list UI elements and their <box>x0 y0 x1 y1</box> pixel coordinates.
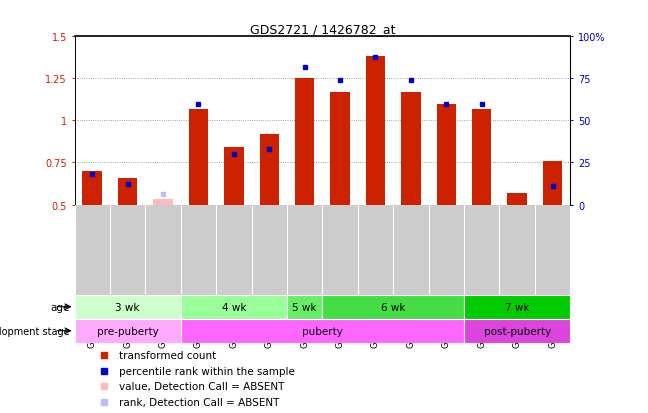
Bar <box>507 193 527 205</box>
Bar <box>322 295 464 319</box>
Bar <box>260 135 279 205</box>
Text: 3 wk: 3 wk <box>115 302 140 312</box>
Text: 6 wk: 6 wk <box>381 302 406 312</box>
Bar <box>118 178 137 205</box>
Text: development stage: development stage <box>0 326 69 336</box>
Text: pre-puberty: pre-puberty <box>97 326 159 336</box>
Text: 7 wk: 7 wk <box>505 302 529 312</box>
Bar <box>181 319 464 343</box>
Text: transformed count: transformed count <box>119 350 216 360</box>
Bar <box>330 93 350 205</box>
Bar <box>543 161 562 205</box>
Bar <box>437 104 456 205</box>
Bar <box>189 109 208 205</box>
Bar <box>154 199 173 205</box>
Bar <box>82 171 102 205</box>
Text: 4 wk: 4 wk <box>222 302 246 312</box>
Text: value, Detection Call = ABSENT: value, Detection Call = ABSENT <box>119 382 284 392</box>
Text: puberty: puberty <box>302 326 343 336</box>
Text: percentile rank within the sample: percentile rank within the sample <box>119 366 295 375</box>
Bar <box>295 79 314 205</box>
Bar <box>365 57 385 205</box>
Text: rank, Detection Call = ABSENT: rank, Detection Call = ABSENT <box>119 397 279 407</box>
Bar <box>224 148 244 205</box>
Bar <box>401 93 421 205</box>
Bar <box>75 319 181 343</box>
Bar <box>181 295 287 319</box>
Title: GDS2721 / 1426782_at: GDS2721 / 1426782_at <box>249 23 395 36</box>
Bar <box>287 295 322 319</box>
Text: 5 wk: 5 wk <box>292 302 317 312</box>
Text: post-puberty: post-puberty <box>483 326 551 336</box>
Bar <box>464 319 570 343</box>
Text: age: age <box>50 302 69 312</box>
Bar <box>464 295 570 319</box>
Bar <box>75 295 181 319</box>
Bar <box>472 109 491 205</box>
